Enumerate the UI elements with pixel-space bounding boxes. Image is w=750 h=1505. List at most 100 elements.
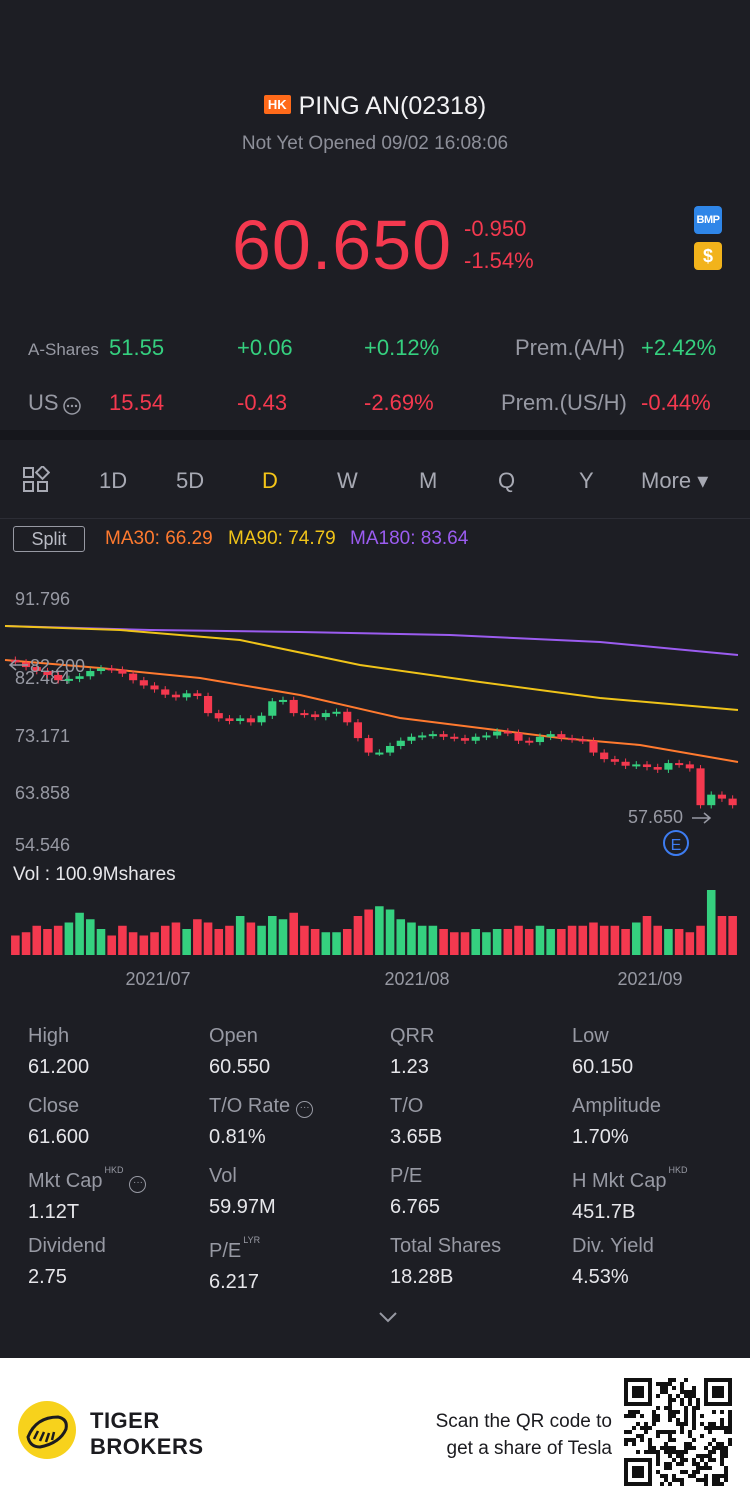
stat-currency-sup: HKD (104, 1165, 124, 1175)
candle (696, 768, 705, 806)
low-marker: 57.650 (628, 807, 683, 827)
tab-5d[interactable]: 5D (176, 468, 205, 493)
stock-title: PING AN(02318) (298, 92, 487, 120)
candle (493, 731, 502, 736)
candle (150, 685, 159, 690)
tab-1d[interactable]: 1D (99, 468, 128, 493)
y-tick-label: 54.546 (15, 835, 70, 855)
volume-bar (450, 932, 459, 955)
price-change: -0.950 (464, 216, 527, 241)
more-info-icon[interactable] (62, 396, 82, 416)
stat-value: 1.12T (28, 1201, 80, 1223)
candle (396, 740, 405, 746)
candle (214, 713, 223, 719)
candle (418, 735, 427, 738)
volume-bar (321, 932, 331, 955)
more-info-icon[interactable]: ··· (129, 1176, 147, 1193)
volume-bar (514, 925, 523, 955)
stat-t-o: T/O 3.65B (390, 1095, 442, 1149)
stat-label: Low (572, 1025, 609, 1047)
x-tick-label: 2021/07 (125, 969, 190, 989)
candle (182, 693, 191, 698)
tab-q[interactable]: Q (498, 468, 516, 493)
stat-label: Open (209, 1025, 258, 1047)
candle (385, 745, 395, 753)
low-arrow-icon (692, 812, 712, 824)
volume-bar (118, 925, 127, 955)
volume-bar (86, 919, 95, 955)
stock-title-row[interactable]: HK PING AN(02318) (0, 92, 750, 121)
stat-label: T/O (390, 1095, 424, 1117)
candle (610, 759, 619, 762)
stat-low: Low 60.150 (572, 1025, 633, 1079)
candle (632, 764, 641, 767)
more-info-icon[interactable]: ··· (296, 1101, 314, 1118)
tab-more[interactable]: More ▾ (641, 468, 709, 493)
volume-bar (353, 916, 363, 955)
candle (332, 711, 341, 714)
candle (75, 676, 84, 679)
tab-d[interactable]: D (262, 468, 278, 493)
bmp-badge[interactable]: BMP (694, 206, 722, 234)
chevron-down-icon[interactable] (377, 1310, 399, 1324)
volume-bar (128, 932, 138, 955)
stat-label: P/E (390, 1165, 423, 1187)
stat-div-yield: Div. Yield 4.53% (572, 1235, 654, 1289)
stat-value: 18.28B (390, 1266, 454, 1288)
candle (621, 761, 630, 766)
candle (375, 752, 384, 755)
qr-code-icon[interactable] (624, 1378, 732, 1486)
candle (653, 767, 662, 770)
candle (107, 668, 116, 671)
volume-bar (11, 935, 20, 955)
volume-bar (75, 912, 84, 955)
volume-bar (32, 925, 42, 955)
candle (321, 713, 330, 718)
volume-bar (257, 925, 266, 955)
tab-y[interactable]: Y (579, 468, 594, 493)
candle (236, 718, 245, 721)
y-tick-label: 82.484 (15, 668, 70, 688)
layout-grid-icon[interactable] (22, 466, 50, 494)
candle (503, 731, 512, 734)
ma90-line (4, 625, 739, 711)
ma180-label: MA180: 83.64 (350, 528, 469, 549)
dollar-icon[interactable]: $ (694, 242, 722, 270)
volume-bar (332, 932, 341, 955)
stat-label: Amplitude (572, 1095, 661, 1117)
candle (64, 678, 73, 681)
candlestick-chart[interactable]: 91.796 82.484 73.171 63.858 54.546 82.20… (0, 560, 750, 1000)
volume-bar (471, 929, 480, 955)
tabs-divider (0, 518, 750, 519)
candle (600, 752, 609, 760)
tab-m[interactable]: M (419, 468, 438, 493)
tab-w[interactable]: W (337, 468, 358, 493)
volume-bar (160, 925, 170, 955)
candle (675, 763, 684, 766)
candle (353, 722, 363, 739)
stat-p-e: P/E LYR 6.217 (209, 1235, 260, 1294)
stat-value: 451.7B (572, 1201, 636, 1223)
volume-bar (193, 919, 202, 955)
stat-h-mkt-cap: H Mkt Cap HKD 451.7B (572, 1165, 687, 1224)
high-marker: 82.200 (30, 656, 85, 676)
volume-bar (53, 925, 63, 955)
volume-bar (482, 932, 491, 955)
stat-label: Div. Yield (572, 1235, 654, 1257)
candle (482, 735, 491, 738)
y-tick-label: 63.858 (15, 783, 70, 803)
stat-label: P/E LYR (209, 1235, 261, 1262)
price-change-pct: -1.54% (464, 248, 534, 273)
candle (685, 764, 694, 769)
candle (525, 740, 534, 743)
candle (54, 674, 63, 681)
split-button[interactable]: Split (13, 526, 85, 552)
volume-bar (64, 922, 74, 955)
candle (514, 732, 523, 741)
volume-bar (728, 916, 737, 955)
volume-bar (546, 929, 555, 955)
volume-bar (407, 922, 416, 955)
ashares-change-pct: +0.12% (364, 335, 440, 360)
candle (96, 668, 106, 672)
stat-mkt-cap: Mkt Cap HKD··· 1.12T (28, 1165, 147, 1224)
